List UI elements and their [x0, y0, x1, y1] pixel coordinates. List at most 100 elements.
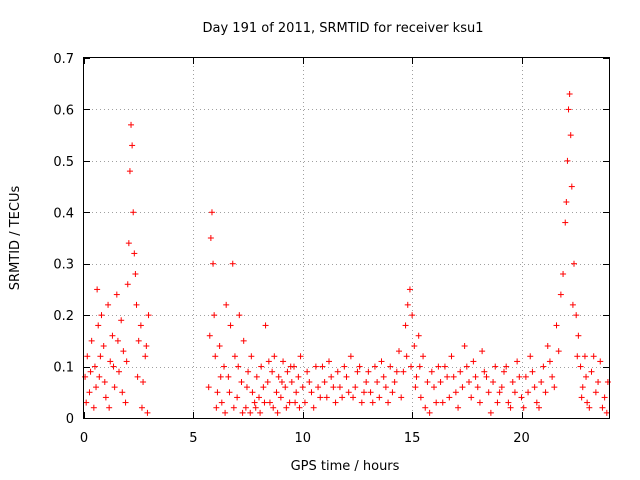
data-point — [592, 389, 599, 396]
data-point — [336, 384, 343, 391]
data-point — [109, 332, 116, 339]
data-point — [531, 384, 538, 391]
data-point — [544, 343, 551, 349]
data-point — [376, 394, 383, 401]
data-point — [122, 399, 129, 406]
data-point — [88, 337, 95, 344]
data-point — [283, 404, 290, 411]
data-point — [231, 353, 238, 360]
data-point — [578, 394, 585, 401]
data-point — [494, 399, 501, 406]
data-point — [604, 379, 611, 385]
data-point — [402, 322, 409, 329]
data-point — [575, 332, 582, 339]
data-point — [126, 168, 133, 175]
data-point — [297, 353, 304, 360]
data-points — [82, 91, 611, 416]
data-point — [527, 353, 534, 360]
data-point — [385, 399, 392, 406]
data-point — [277, 394, 284, 401]
data-point — [584, 399, 591, 406]
data-point — [536, 404, 542, 411]
data-point — [240, 337, 247, 344]
data-point — [97, 353, 104, 360]
y-tick-label: 0.4 — [53, 206, 74, 221]
data-point — [347, 353, 354, 360]
data-point — [293, 389, 300, 396]
data-point — [243, 384, 250, 391]
data-point — [304, 368, 311, 375]
data-point — [90, 404, 97, 411]
data-point — [422, 404, 429, 411]
data-point — [396, 348, 402, 355]
data-point — [533, 399, 540, 406]
data-point — [586, 404, 593, 411]
data-point — [562, 219, 569, 226]
y-tick-label: 0.3 — [53, 258, 74, 273]
data-point — [481, 368, 488, 375]
data-point — [251, 399, 258, 406]
data-point — [210, 260, 217, 267]
data-point — [206, 332, 213, 339]
data-point — [546, 358, 553, 365]
data-point — [218, 399, 225, 406]
data-point — [599, 404, 606, 411]
data-point — [280, 358, 287, 365]
data-point — [286, 399, 293, 406]
data-point — [315, 384, 322, 391]
data-point — [461, 343, 468, 349]
data-point — [588, 368, 595, 375]
data-point — [284, 368, 291, 375]
data-point — [248, 353, 255, 360]
data-point — [332, 399, 339, 406]
data-point — [296, 404, 303, 411]
data-point — [358, 399, 365, 406]
data-point — [87, 368, 94, 375]
x-tick-labels: 0 5 10 15 20 — [80, 431, 530, 446]
data-point — [287, 363, 294, 370]
data-point — [133, 301, 140, 308]
data-point — [452, 389, 459, 396]
data-point — [264, 379, 271, 385]
data-point — [299, 384, 306, 391]
data-point — [343, 373, 350, 380]
data-point — [468, 394, 475, 401]
data-point — [470, 358, 477, 365]
data-point — [137, 322, 144, 329]
data-point — [323, 394, 330, 401]
data-point — [225, 373, 232, 380]
y-tick-label: 0.7 — [53, 52, 74, 67]
data-point — [382, 384, 389, 391]
data-point — [306, 379, 313, 385]
data-point — [82, 373, 89, 380]
data-point — [518, 394, 525, 401]
data-point — [603, 409, 610, 416]
data-point — [403, 353, 410, 360]
data-point — [457, 368, 464, 375]
data-point — [498, 384, 505, 391]
data-point — [94, 286, 101, 293]
data-point — [211, 312, 218, 319]
data-point — [144, 409, 151, 416]
data-point — [339, 394, 346, 401]
data-point — [312, 363, 319, 370]
data-point — [238, 379, 245, 385]
data-point — [583, 373, 590, 380]
data-point — [361, 389, 367, 396]
data-point — [245, 368, 252, 375]
data-point — [350, 394, 357, 401]
data-point — [107, 358, 114, 365]
data-point — [278, 379, 285, 385]
data-point — [352, 384, 359, 391]
data-point — [483, 373, 490, 380]
data-point — [96, 373, 103, 380]
data-point — [511, 389, 518, 396]
data-point — [549, 373, 556, 380]
data-point — [389, 389, 396, 396]
data-point — [273, 389, 280, 396]
data-point — [130, 209, 137, 216]
data-point — [476, 399, 483, 406]
data-point — [378, 358, 385, 365]
data-point — [565, 106, 572, 113]
data-point — [398, 394, 405, 401]
